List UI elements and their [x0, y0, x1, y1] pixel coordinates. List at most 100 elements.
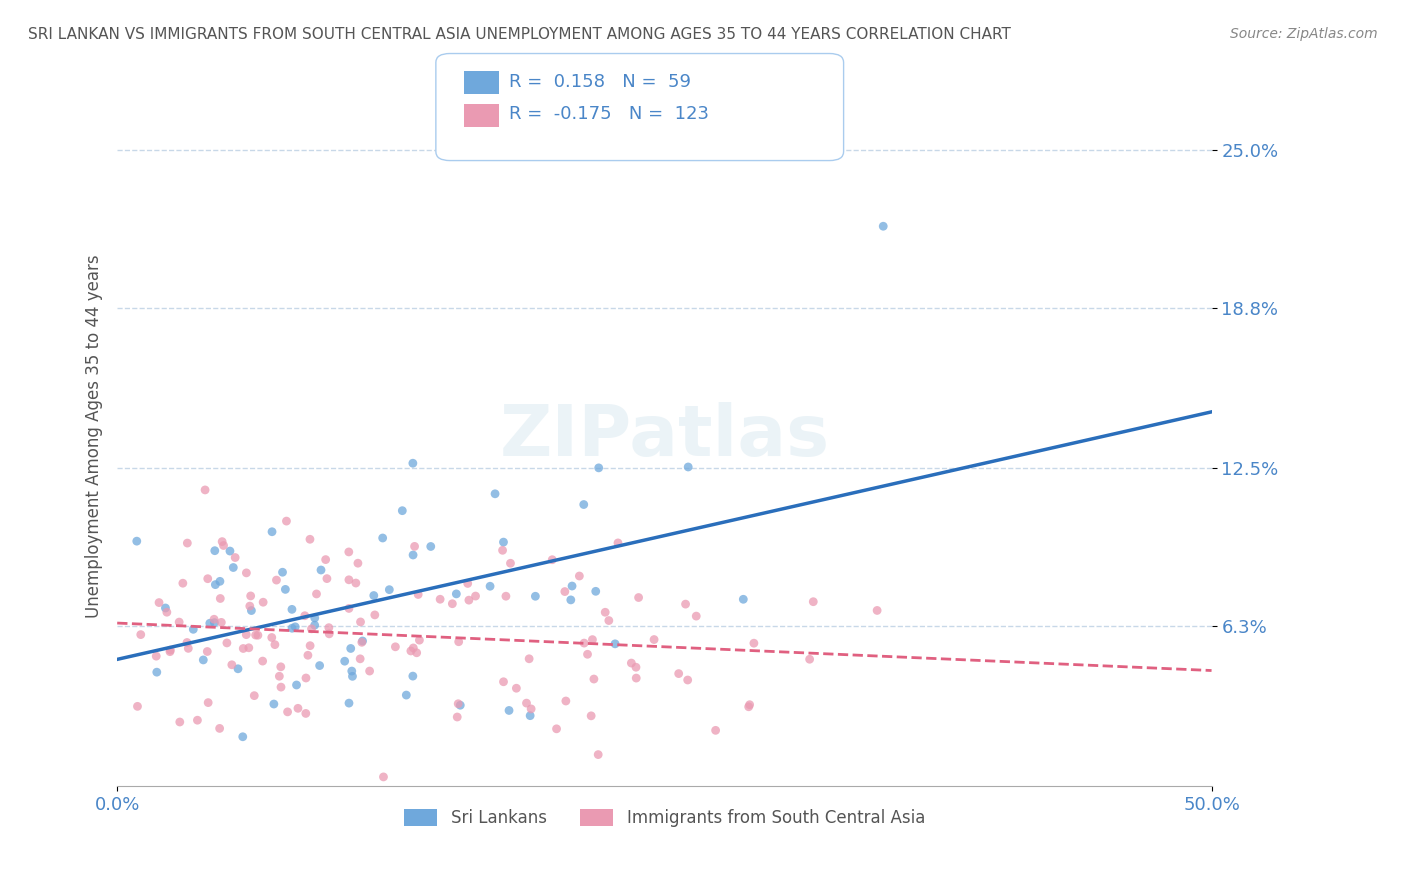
- Point: [337, 601, 360, 615]
- Point: [263, 697, 285, 711]
- Point: [252, 595, 274, 609]
- Point: [524, 589, 547, 603]
- Point: [554, 694, 576, 708]
- Point: [222, 560, 245, 574]
- Point: [607, 536, 630, 550]
- Point: [270, 680, 292, 694]
- Point: [221, 657, 243, 672]
- Point: [245, 628, 267, 642]
- Point: [541, 552, 564, 566]
- Point: [349, 652, 371, 666]
- Point: [586, 747, 609, 762]
- Point: [246, 628, 269, 642]
- Point: [491, 543, 513, 558]
- Point: [209, 615, 232, 630]
- Point: [281, 621, 304, 635]
- Text: ZIPatlas: ZIPatlas: [499, 401, 830, 471]
- Point: [156, 605, 179, 619]
- Point: [270, 660, 292, 674]
- Point: [429, 592, 451, 607]
- Point: [318, 621, 340, 635]
- Point: [866, 603, 889, 617]
- Point: [627, 591, 650, 605]
- Point: [194, 483, 217, 497]
- Point: [177, 641, 200, 656]
- Point: [252, 654, 274, 668]
- Point: [515, 696, 537, 710]
- Point: [447, 634, 470, 648]
- Point: [499, 556, 522, 570]
- Point: [405, 646, 427, 660]
- Point: [391, 504, 413, 518]
- Point: [585, 584, 607, 599]
- Point: [801, 595, 824, 609]
- Point: [624, 660, 647, 674]
- Point: [364, 607, 387, 622]
- Point: [204, 577, 226, 591]
- Point: [371, 531, 394, 545]
- Point: [546, 722, 568, 736]
- Point: [211, 534, 233, 549]
- Point: [264, 638, 287, 652]
- Point: [339, 641, 361, 656]
- Point: [402, 669, 425, 683]
- Point: [308, 658, 330, 673]
- Point: [333, 654, 356, 668]
- Point: [266, 573, 288, 587]
- Point: [588, 461, 610, 475]
- Point: [581, 632, 603, 647]
- Point: [271, 566, 294, 580]
- Point: [159, 643, 181, 657]
- Text: R =  -0.175   N =  123: R = -0.175 N = 123: [509, 105, 709, 123]
- Point: [186, 713, 208, 727]
- Point: [582, 672, 605, 686]
- Point: [378, 582, 401, 597]
- Point: [269, 669, 291, 683]
- Point: [457, 576, 479, 591]
- Text: SRI LANKAN VS IMMIGRANTS FROM SOUTH CENTRAL ASIA UNEMPLOYMENT AMONG AGES 35 TO 4: SRI LANKAN VS IMMIGRANTS FROM SOUTH CENT…: [28, 27, 1011, 42]
- Point: [176, 635, 198, 649]
- Point: [676, 673, 699, 687]
- Point: [337, 696, 360, 710]
- Point: [204, 543, 226, 558]
- Point: [299, 639, 322, 653]
- Point: [316, 572, 339, 586]
- Point: [399, 644, 422, 658]
- Y-axis label: Unemployment Among Ages 35 to 44 years: Unemployment Among Ages 35 to 44 years: [86, 254, 103, 618]
- Point: [733, 592, 755, 607]
- Point: [239, 599, 262, 613]
- Point: [240, 603, 263, 617]
- Point: [872, 219, 894, 234]
- Point: [235, 566, 257, 580]
- Point: [309, 563, 332, 577]
- Point: [287, 701, 309, 715]
- Point: [404, 540, 426, 554]
- Text: Source: ZipAtlas.com: Source: ZipAtlas.com: [1230, 27, 1378, 41]
- Point: [561, 579, 583, 593]
- Point: [554, 584, 576, 599]
- Point: [626, 671, 648, 685]
- Point: [464, 589, 486, 603]
- Point: [384, 640, 406, 654]
- Point: [315, 552, 337, 566]
- Point: [593, 605, 616, 619]
- Point: [505, 681, 527, 696]
- Point: [197, 572, 219, 586]
- Point: [603, 637, 626, 651]
- Point: [520, 702, 543, 716]
- Point: [598, 614, 620, 628]
- Point: [342, 669, 364, 683]
- Point: [668, 666, 690, 681]
- Point: [298, 533, 321, 547]
- Point: [209, 591, 232, 606]
- Point: [373, 770, 395, 784]
- Point: [676, 460, 699, 475]
- Point: [441, 597, 464, 611]
- Point: [202, 612, 225, 626]
- Point: [395, 688, 418, 702]
- Point: [195, 644, 218, 658]
- Point: [235, 627, 257, 641]
- Point: [208, 574, 231, 589]
- Point: [277, 705, 299, 719]
- Point: [363, 589, 385, 603]
